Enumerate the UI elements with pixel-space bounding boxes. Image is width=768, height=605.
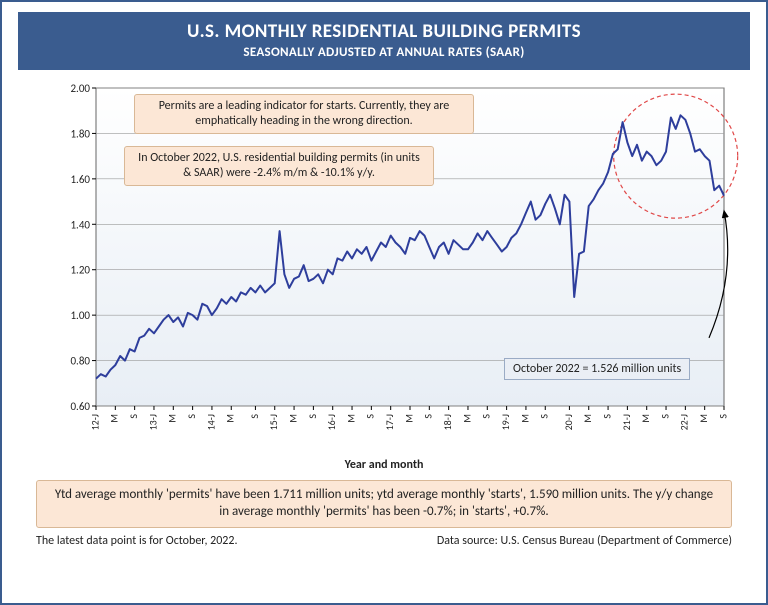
summary-box: Ytd average monthly 'permits' have been …: [36, 480, 732, 528]
svg-text:18-J: 18-J: [441, 414, 454, 430]
svg-text:M: M: [581, 414, 594, 423]
svg-text:1.60: 1.60: [70, 173, 90, 186]
svg-text:M: M: [697, 414, 710, 423]
chart-frame: U.S. MONTHLY RESIDENTIAL BUILDING PERMIT…: [0, 0, 768, 605]
svg-text:S: S: [306, 414, 319, 419]
svg-text:16-J: 16-J: [325, 414, 338, 430]
svg-text:13-J: 13-J: [146, 414, 159, 430]
svg-text:M: M: [344, 414, 357, 423]
svg-text:14-J: 14-J: [204, 414, 217, 430]
chart-header: U.S. MONTHLY RESIDENTIAL BUILDING PERMIT…: [18, 12, 750, 70]
svg-text:1.80: 1.80: [70, 127, 90, 140]
chart-svg: 0.60 0.80 1.00 1.20 1.40 1.60 1.80 2.00 12-J M S 13…: [24, 76, 744, 476]
svg-text:22-J: 22-J: [678, 414, 691, 430]
svg-text:M: M: [518, 414, 531, 423]
svg-text:0.80: 0.80: [70, 355, 90, 368]
footer-source: Data source: U.S. Census Bureau (Departm…: [437, 534, 732, 548]
svg-text:S: S: [538, 414, 551, 419]
chart-subtitle: SEASONALLY ADJUSTED AT ANNUAL RATES (SAA…: [28, 45, 740, 60]
svg-text:12-J: 12-J: [88, 414, 101, 430]
svg-text:S: S: [248, 414, 261, 419]
svg-text:M: M: [166, 414, 179, 423]
svg-text:S: S: [480, 414, 493, 419]
svg-text:15-J: 15-J: [267, 414, 280, 430]
svg-text:19-J: 19-J: [499, 414, 512, 430]
chart-title: U.S. MONTHLY RESIDENTIAL BUILDING PERMIT…: [28, 20, 740, 43]
svg-text:21-J: 21-J: [620, 414, 633, 430]
svg-text:M: M: [224, 414, 237, 423]
svg-text:2.00: 2.00: [70, 82, 90, 95]
footer-latest: The latest data point is for October, 20…: [36, 534, 238, 548]
svg-text:1.40: 1.40: [70, 218, 90, 231]
svg-text:S: S: [127, 414, 140, 419]
svg-text:M: M: [460, 414, 473, 423]
svg-text:1.00: 1.00: [70, 309, 90, 322]
svg-text:S: S: [716, 414, 729, 419]
x-axis-title: Year and month: [24, 458, 744, 472]
svg-text:M: M: [639, 414, 652, 423]
chart-area: 0.60 0.80 1.00 1.20 1.40 1.60 1.80 2.00 12-J M S 13…: [24, 76, 744, 476]
callout-october-stats: In October 2022, U.S. residential buildi…: [124, 146, 434, 186]
svg-text:0.60: 0.60: [70, 400, 90, 413]
svg-text:S: S: [422, 414, 435, 419]
svg-text:S: S: [658, 414, 671, 419]
october-value-box: October 2022 = 1.526 million units: [504, 358, 690, 380]
callout-leading-indicator: Permits are a leading indicator for star…: [134, 94, 474, 134]
svg-text:M: M: [402, 414, 415, 423]
svg-text:M: M: [286, 414, 299, 423]
svg-text:20-J: 20-J: [562, 414, 575, 430]
svg-text:M: M: [108, 414, 121, 423]
svg-text:S: S: [364, 414, 377, 419]
svg-text:17-J: 17-J: [383, 414, 396, 430]
svg-text:S: S: [185, 414, 198, 419]
footer: The latest data point is for October, 20…: [36, 534, 732, 548]
svg-text:S: S: [600, 414, 613, 419]
svg-text:1.20: 1.20: [70, 264, 90, 277]
